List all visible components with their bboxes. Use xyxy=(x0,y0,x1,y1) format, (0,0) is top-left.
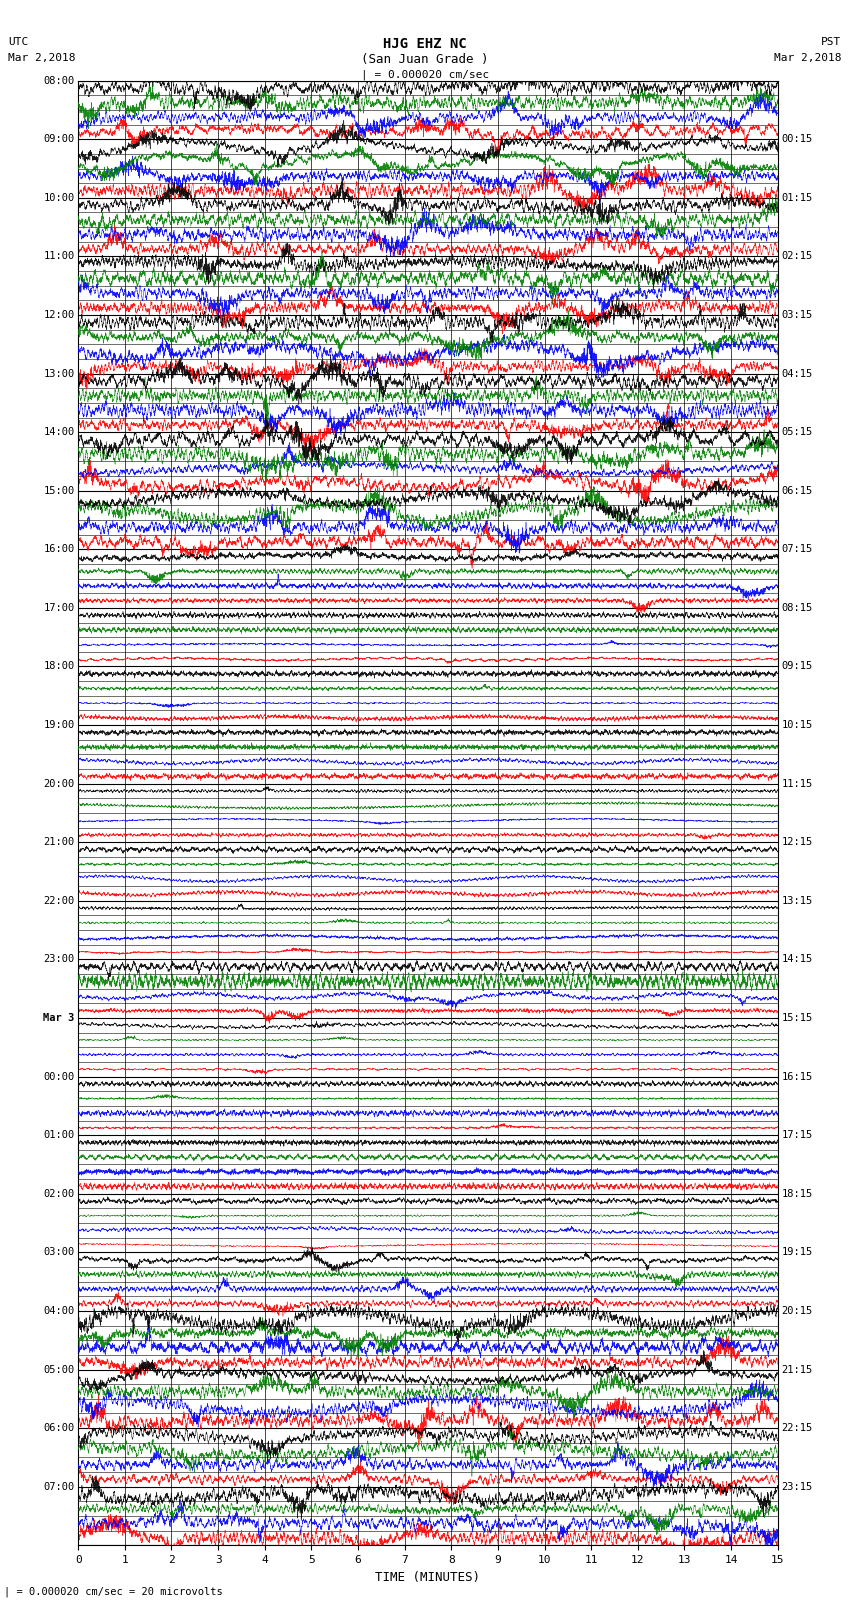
Text: 16:15: 16:15 xyxy=(781,1071,813,1082)
Text: 22:00: 22:00 xyxy=(43,895,75,907)
Text: 09:00: 09:00 xyxy=(43,134,75,144)
Text: 00:15: 00:15 xyxy=(781,134,813,144)
Text: 18:00: 18:00 xyxy=(43,661,75,671)
Text: 11:15: 11:15 xyxy=(781,779,813,789)
Text: 14:00: 14:00 xyxy=(43,427,75,437)
Text: Mar 2,2018: Mar 2,2018 xyxy=(8,53,76,63)
Text: 17:00: 17:00 xyxy=(43,603,75,613)
Text: 07:00: 07:00 xyxy=(43,1482,75,1492)
Text: 01:00: 01:00 xyxy=(43,1131,75,1140)
Text: 12:00: 12:00 xyxy=(43,310,75,319)
Text: 15:15: 15:15 xyxy=(781,1013,813,1023)
Text: (San Juan Grade ): (San Juan Grade ) xyxy=(361,53,489,66)
Text: 03:15: 03:15 xyxy=(781,310,813,319)
Text: 08:00: 08:00 xyxy=(43,76,75,85)
Text: 20:00: 20:00 xyxy=(43,779,75,789)
Text: 12:15: 12:15 xyxy=(781,837,813,847)
Text: 04:00: 04:00 xyxy=(43,1307,75,1316)
Text: 15:00: 15:00 xyxy=(43,486,75,495)
Text: | = 0.000020 cm/sec = 20 microvolts: | = 0.000020 cm/sec = 20 microvolts xyxy=(4,1586,223,1597)
Text: 02:00: 02:00 xyxy=(43,1189,75,1198)
Text: 01:15: 01:15 xyxy=(781,194,813,203)
Text: 18:15: 18:15 xyxy=(781,1189,813,1198)
Text: 16:00: 16:00 xyxy=(43,544,75,555)
Text: Mar 2,2018: Mar 2,2018 xyxy=(774,53,842,63)
Text: 08:15: 08:15 xyxy=(781,603,813,613)
Text: 13:00: 13:00 xyxy=(43,369,75,379)
Text: Mar 3: Mar 3 xyxy=(43,1013,75,1023)
Text: 02:15: 02:15 xyxy=(781,252,813,261)
Text: 04:15: 04:15 xyxy=(781,369,813,379)
Text: PST: PST xyxy=(821,37,842,47)
Text: 09:15: 09:15 xyxy=(781,661,813,671)
Text: 00:00: 00:00 xyxy=(43,1071,75,1082)
Text: 10:00: 10:00 xyxy=(43,194,75,203)
Text: 17:15: 17:15 xyxy=(781,1131,813,1140)
Text: 23:00: 23:00 xyxy=(43,955,75,965)
Text: 10:15: 10:15 xyxy=(781,719,813,731)
Text: 06:15: 06:15 xyxy=(781,486,813,495)
Text: 03:00: 03:00 xyxy=(43,1247,75,1257)
Text: 20:15: 20:15 xyxy=(781,1307,813,1316)
Text: UTC: UTC xyxy=(8,37,29,47)
Text: 05:15: 05:15 xyxy=(781,427,813,437)
Text: 11:00: 11:00 xyxy=(43,252,75,261)
Text: 07:15: 07:15 xyxy=(781,544,813,555)
X-axis label: TIME (MINUTES): TIME (MINUTES) xyxy=(376,1571,480,1584)
Text: 21:15: 21:15 xyxy=(781,1365,813,1374)
Text: 22:15: 22:15 xyxy=(781,1423,813,1432)
Text: 23:15: 23:15 xyxy=(781,1482,813,1492)
Text: | = 0.000020 cm/sec: | = 0.000020 cm/sec xyxy=(361,69,489,81)
Text: HJG EHZ NC: HJG EHZ NC xyxy=(383,37,467,52)
Text: 05:00: 05:00 xyxy=(43,1365,75,1374)
Text: 21:00: 21:00 xyxy=(43,837,75,847)
Text: 19:00: 19:00 xyxy=(43,719,75,731)
Text: 14:15: 14:15 xyxy=(781,955,813,965)
Text: 13:15: 13:15 xyxy=(781,895,813,907)
Text: 19:15: 19:15 xyxy=(781,1247,813,1257)
Text: 06:00: 06:00 xyxy=(43,1423,75,1432)
